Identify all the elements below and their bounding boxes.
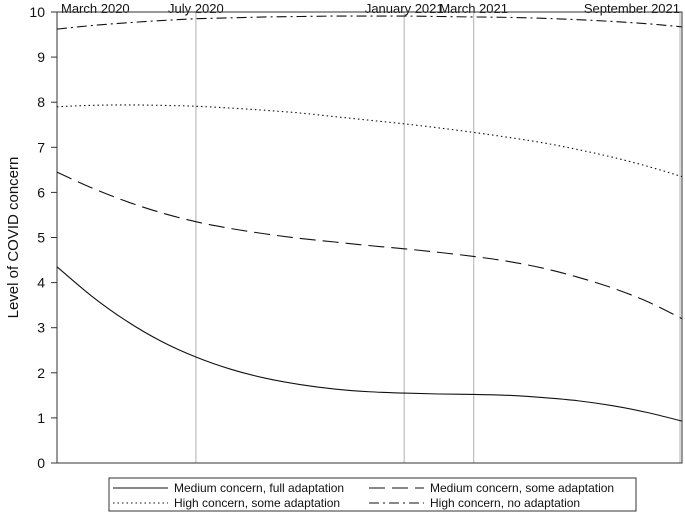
y-tick-label-2: 2 [37,365,45,381]
y-tick-label-6: 6 [37,184,45,200]
legend-label-high-concern-no-adaptation: High concern, no adaptation [430,496,580,510]
series-line-medium-concern-full-adaptation [56,266,683,422]
reference-label-september-2021: September 2021 [584,1,680,16]
series-line-high-concern-some-adaptation [56,104,683,178]
y-tick-label-7: 7 [37,139,45,155]
y-tick-label-3: 3 [37,320,45,336]
legend-label-high-concern-some-adaptation: High concern, some adaptation [174,496,340,510]
reference-lines [195,12,681,463]
legend-box [108,477,637,512]
series-line-high-concern-no-adaptation [56,15,683,30]
legend-label-medium-concern-some-adaptation: Medium concern, some adaptation [430,481,614,495]
legend: Medium concern, full adaptation Medium co… [108,477,637,512]
y-tick-label-5: 5 [37,230,45,246]
series-line-medium-concern-some-adaptation [56,171,683,320]
y-axis-title: Level of COVID concern [5,157,22,319]
axes [56,11,683,464]
y-tick-label-10: 10 [29,4,45,20]
reference-label-march-2020: March 2020 [61,1,130,16]
y-tick-label-9: 9 [37,49,45,65]
y-axis-ticks: 0 1 2 3 4 5 6 7 8 9 10 [29,4,57,471]
y-tick-label-0: 0 [37,455,45,471]
series-lines [56,15,683,422]
y-tick-label-1: 1 [37,410,45,426]
plot-frame [56,11,683,464]
y-tick-label-8: 8 [37,94,45,110]
legend-label-medium-concern-full-adaptation: Medium concern, full adaptation [174,481,344,495]
y-tick-label-4: 4 [37,275,45,291]
